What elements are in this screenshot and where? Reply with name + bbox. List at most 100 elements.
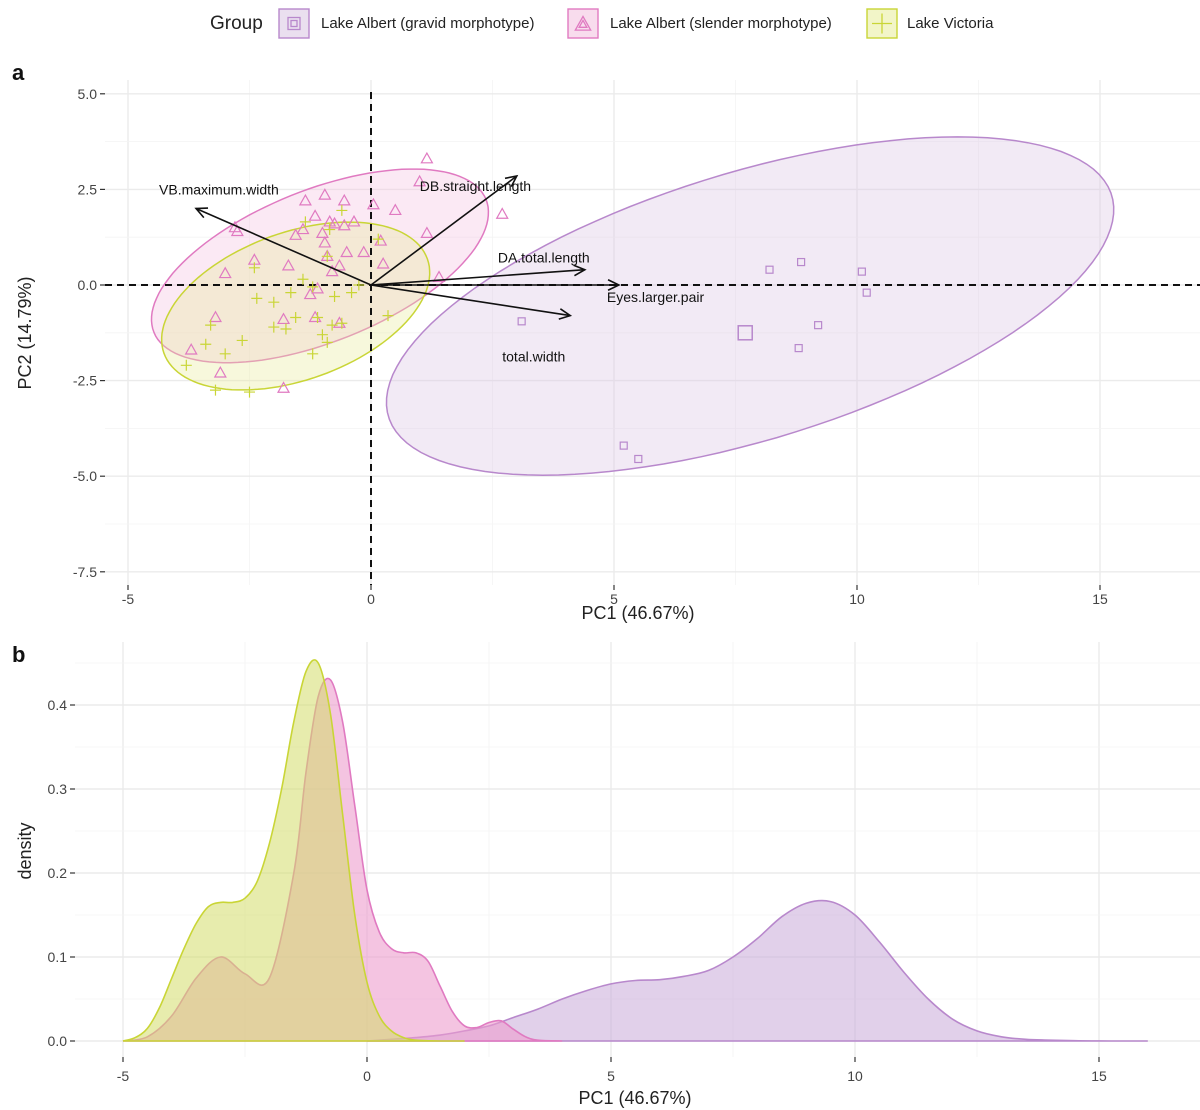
point-lake-victoria <box>336 204 348 216</box>
x-tick-label: -5 <box>117 1068 130 1084</box>
point-lake-albert-slender-morphotype <box>337 218 351 231</box>
legend-square-inner-icon <box>290 19 298 28</box>
legend-label-gravid: Lake Albert (gravid morphotype) <box>321 15 534 32</box>
panel-b-y-axis-label: density <box>15 822 35 879</box>
y-tick-label: 5.0 <box>78 86 98 102</box>
point-lake-albert-slender-morphotype <box>325 264 339 277</box>
arrowhead-icon <box>194 207 209 219</box>
point-lake-albert-gravid-morphotype <box>634 454 643 464</box>
density-area-lake-victoria <box>122 659 465 1042</box>
point-lake-albert-slender-morphotype <box>184 343 198 355</box>
loading-arrow <box>370 268 585 286</box>
point-lake-albert-slender-morphotype <box>495 207 509 219</box>
point-lake-victoria <box>219 348 231 360</box>
point-lake-albert-slender-morphotype <box>218 266 232 279</box>
point-lake-albert-slender-morphotype <box>276 381 291 393</box>
panel-b-letter: b <box>12 642 25 667</box>
point-lake-victoria <box>329 290 341 302</box>
legend-title: Group <box>210 13 263 34</box>
y-tick-label: 0.1 <box>48 949 68 965</box>
point-lake-albert-gravid-morphotype <box>765 265 774 274</box>
panel-a-y-axis-label: PC2 (14.79%) <box>15 276 35 389</box>
y-tick-label: 0.0 <box>48 1033 68 1049</box>
point-lake-albert-slender-morphotype <box>315 226 329 239</box>
point-lake-albert-gravid-morphotype <box>794 343 803 353</box>
legend: Group Lake Albert (gravid morphotype) La… <box>210 8 994 39</box>
x-tick-label: 5 <box>610 591 618 607</box>
point-lake-victoria <box>336 317 348 329</box>
legend-plus-icon <box>872 13 892 34</box>
legend-label-victoria: Lake Victoria <box>907 15 994 32</box>
panel-a-letter: a <box>12 60 25 85</box>
x-tick-label: -5 <box>122 591 135 607</box>
panel-b-density: -5 0 5 10 15 0.0 0.1 0.2 0.3 0.4 PC1 (46.67%) den… <box>15 642 1200 1108</box>
point-lake-victoria <box>312 312 324 324</box>
point-lake-albert-slender-morphotype <box>357 245 371 258</box>
y-tick-label: 0.0 <box>78 277 98 293</box>
panel-a-axes: -5 0 5 10 15 -7.5 -5.0 -2.5 0.0 2.5 5.0 <box>73 86 1108 607</box>
point-lake-victoria <box>209 384 221 396</box>
point-lake-albert-slender-morphotype <box>332 258 346 271</box>
centroid-lake-albert-gravid-morphotype <box>737 325 753 341</box>
loading-arrow <box>195 207 372 286</box>
point-lake-victoria <box>324 224 336 236</box>
y-tick-label: -7.5 <box>73 564 97 580</box>
loading-label: VB.maximum.width <box>159 182 279 198</box>
ellipse-lake-victoria <box>160 221 431 391</box>
point-lake-albert-gravid-morphotype <box>857 267 866 276</box>
point-lake-victoria <box>268 296 280 308</box>
loading-arrow <box>370 284 571 317</box>
point-lake-victoria <box>321 250 333 262</box>
point-lake-victoria <box>346 287 358 299</box>
y-tick-label: 0.2 <box>48 865 68 881</box>
point-lake-victoria <box>280 323 292 335</box>
point-lake-albert-slender-morphotype <box>281 258 295 271</box>
legend-keys <box>278 8 898 39</box>
legend-square-icon <box>287 16 301 31</box>
legend-triangle-inner-icon <box>578 19 588 28</box>
point-lake-albert-slender-morphotype <box>366 197 380 210</box>
point-lake-victoria <box>353 279 365 291</box>
x-tick-label: 0 <box>367 591 375 607</box>
point-lake-victoria <box>307 281 319 293</box>
panel-a-points <box>180 151 871 464</box>
arrowhead-icon <box>558 308 573 320</box>
panel-a-x-axis-label: PC1 (46.67%) <box>581 603 694 623</box>
point-lake-albert-slender-morphotype <box>432 270 446 282</box>
y-tick-label: 0.4 <box>48 697 68 713</box>
point-lake-victoria <box>251 292 263 304</box>
point-lake-albert-slender-morphotype <box>413 174 427 187</box>
point-lake-albert-slender-morphotype <box>347 214 361 227</box>
legend-triangle-icon <box>574 15 592 31</box>
point-lake-victoria <box>236 334 248 346</box>
point-lake-victoria <box>268 321 280 333</box>
arrowhead-icon <box>607 279 621 291</box>
panel-a-scatter: VB.maximum.width DB.straight.length DA.tot… <box>15 80 1200 623</box>
legend-label-slender: Lake Albert (slender morphotype) <box>610 15 832 32</box>
ellipse-lake-albert-gravid-morphotype <box>385 136 1115 476</box>
x-tick-label: 10 <box>849 591 865 607</box>
point-lake-albert-slender-morphotype <box>420 151 434 164</box>
point-lake-albert-slender-morphotype <box>328 216 342 229</box>
loading-label: DA.total.length <box>498 250 590 266</box>
loading-label: Eyes.larger.pair <box>607 289 705 305</box>
point-lake-albert-gravid-morphotype <box>797 257 806 267</box>
point-lake-victoria <box>316 329 328 341</box>
x-tick-label: 15 <box>1092 591 1108 607</box>
y-tick-label: -5.0 <box>73 468 97 484</box>
arrowhead-icon <box>573 264 587 277</box>
panel-b-x-axis-label: PC1 (46.67%) <box>578 1088 691 1108</box>
loading-label: DB.straight.length <box>420 178 531 194</box>
x-tick-label: 10 <box>847 1068 863 1084</box>
panel-a-ellipses <box>150 136 1115 476</box>
point-lake-albert-slender-morphotype <box>303 287 317 300</box>
x-tick-label: 0 <box>363 1068 371 1084</box>
point-lake-albert-slender-morphotype <box>388 203 402 216</box>
point-lake-victoria <box>321 336 333 348</box>
point-lake-victoria <box>297 273 309 285</box>
point-lake-albert-slender-morphotype <box>337 193 351 206</box>
point-lake-albert-gravid-morphotype <box>862 288 871 297</box>
point-lake-victoria <box>180 359 192 371</box>
point-lake-albert-gravid-morphotype <box>619 441 628 450</box>
